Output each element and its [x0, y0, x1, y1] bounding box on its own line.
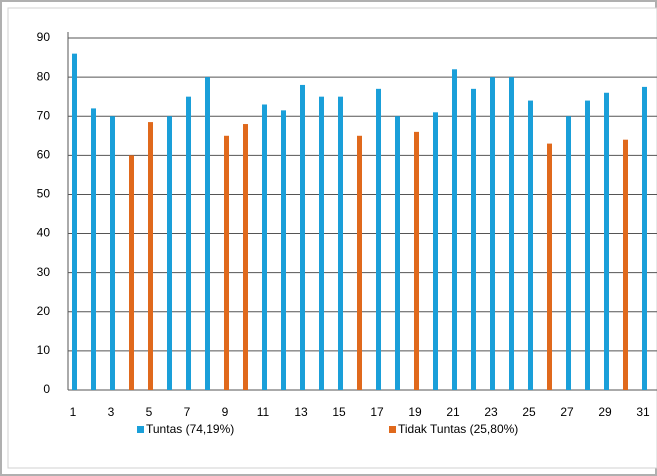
- bar: [338, 96, 343, 391]
- bar: [129, 155, 134, 390]
- y-tick-label: 60: [37, 148, 51, 162]
- bar: [414, 131, 419, 390]
- bar: [91, 108, 96, 391]
- x-tick-label: 11: [257, 405, 270, 419]
- bar: [262, 104, 267, 390]
- bar: [243, 124, 248, 391]
- bar: [528, 100, 533, 391]
- x-tick-label: 31: [636, 405, 650, 419]
- y-tick-label: 0: [43, 382, 50, 396]
- x-tick-label: 17: [370, 405, 384, 419]
- bar: [433, 112, 438, 391]
- bar: [490, 77, 495, 390]
- x-tick-label: 1: [70, 405, 77, 419]
- bar: [604, 92, 609, 390]
- bar: [72, 53, 77, 391]
- bar: [357, 135, 362, 390]
- bar: [376, 88, 381, 390]
- x-tick-label: 7: [184, 405, 191, 419]
- legend-swatch: [137, 426, 144, 433]
- legend-swatch: [389, 426, 396, 433]
- y-tick-label: 30: [37, 265, 51, 279]
- bar: [623, 139, 628, 390]
- y-tick-label: 80: [37, 69, 51, 83]
- bar: [642, 86, 647, 390]
- x-tick-label: 3: [108, 405, 115, 419]
- bar: [300, 84, 305, 390]
- bar: [319, 96, 324, 391]
- x-tick-label: 15: [332, 405, 346, 419]
- bar: [566, 116, 571, 390]
- bar: [452, 69, 457, 391]
- y-tick-label: 20: [37, 304, 51, 318]
- x-tick-label: 25: [522, 405, 536, 419]
- bar: [148, 122, 153, 390]
- y-tick-label: 10: [37, 343, 51, 357]
- bar: [585, 100, 590, 391]
- bar: [509, 77, 514, 390]
- bar: [167, 116, 172, 390]
- bar: [471, 88, 476, 390]
- legend-label: Tuntas (74,19%): [146, 422, 234, 436]
- x-tick-label: 29: [598, 405, 612, 419]
- legend-label: Tidak Tuntas (25,80%): [398, 422, 518, 436]
- bar: [205, 77, 210, 390]
- bar: [547, 143, 552, 390]
- bar: [110, 116, 115, 390]
- x-tick-label: 5: [146, 405, 153, 419]
- x-tick-label: 21: [446, 405, 460, 419]
- bar: [395, 116, 400, 390]
- x-tick-label: 23: [484, 405, 498, 419]
- y-tick-label: 90: [37, 30, 51, 44]
- y-tick-label: 50: [37, 187, 51, 201]
- y-tick-label: 40: [37, 226, 51, 240]
- x-tick-label: 19: [408, 405, 422, 419]
- bar: [186, 96, 191, 391]
- x-tick-label: 27: [560, 405, 574, 419]
- x-tick-label: 9: [222, 405, 229, 419]
- bar: [281, 110, 286, 390]
- y-tick-label: 70: [37, 108, 51, 122]
- x-tick-label: 13: [294, 405, 308, 419]
- bar: [224, 135, 229, 390]
